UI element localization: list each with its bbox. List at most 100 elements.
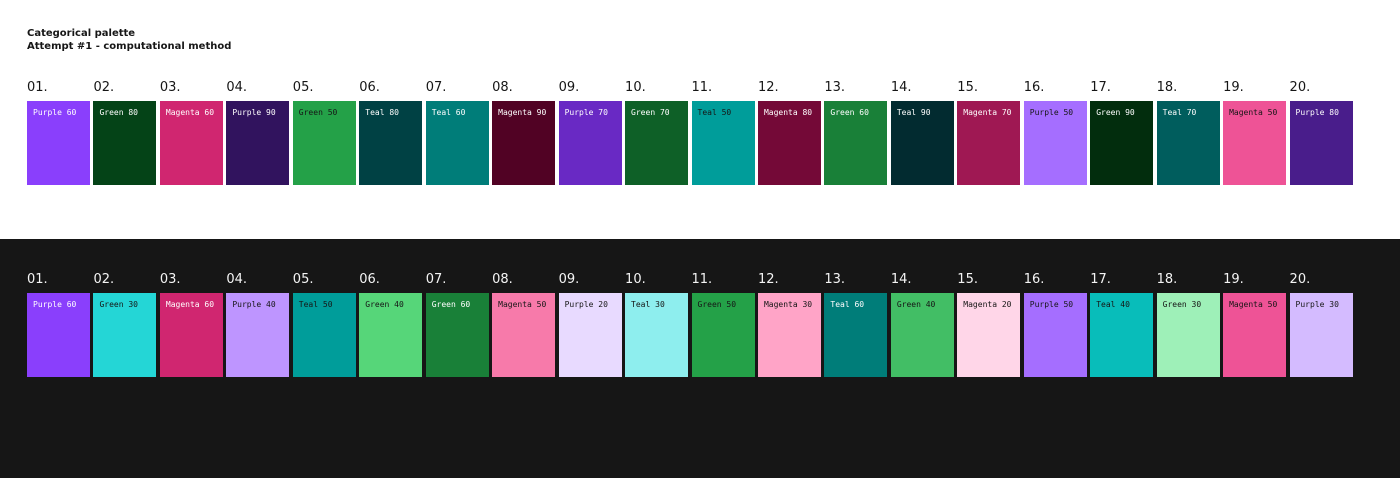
- color-swatch: Teal 50: [292, 293, 356, 377]
- color-swatch: Teal 90: [890, 101, 954, 185]
- color-swatch: Purple 20: [558, 293, 622, 377]
- subtitle: Attempt #1 - computational method: [27, 41, 232, 52]
- swatch-number: 05.: [292, 80, 314, 95]
- swatch-name: Purple 60: [33, 108, 77, 117]
- swatch-number: 14.: [890, 80, 912, 95]
- swatch-number: 12.: [757, 272, 779, 287]
- swatch-name: Green 40: [896, 300, 936, 309]
- swatch-name: Teal 30: [631, 300, 665, 309]
- color-swatch: Green 40: [890, 293, 954, 377]
- swatch-number: 18.: [1156, 272, 1178, 287]
- color-swatch: Purple 50: [1023, 101, 1087, 185]
- color-swatch: Magenta 50: [1223, 293, 1287, 377]
- swatch-name: Purple 50: [1029, 108, 1074, 117]
- swatch-number: 09.: [558, 272, 580, 287]
- color-swatch: Magenta 50: [1223, 101, 1287, 185]
- color-swatch: Purple 90: [226, 101, 290, 185]
- swatch-number: 12.: [757, 80, 779, 95]
- color-swatch: Purple 70: [558, 101, 622, 185]
- color-swatch: Teal 70: [1156, 101, 1220, 185]
- color-swatch: Green 40: [359, 293, 423, 377]
- swatch-number: 06.: [359, 272, 380, 287]
- color-swatch: Magenta 60: [159, 293, 223, 377]
- color-swatch: Purple 60: [27, 293, 90, 377]
- swatch-number: 08.: [492, 80, 513, 95]
- swatch-name: Magenta 70: [963, 108, 1012, 117]
- light-section: Categorical palette Attempt #1 - computa…: [27, 28, 1353, 185]
- color-swatch: Teal 30: [625, 293, 689, 377]
- swatch-number: 08.: [492, 272, 513, 287]
- swatch-name: Purple 60: [33, 300, 77, 309]
- swatch-number: 19.: [1223, 272, 1244, 287]
- swatch-name: Magenta 30: [763, 300, 813, 309]
- swatch-name: Teal 60: [431, 108, 466, 117]
- swatch-name: Teal 40: [1096, 300, 1130, 309]
- swatch-name: Green 30: [99, 300, 138, 309]
- swatch-name: Magenta 60: [165, 300, 215, 309]
- swatch-number: 10.: [625, 80, 646, 95]
- swatch-number: 15.: [957, 272, 978, 287]
- swatch-number: 10.: [625, 272, 646, 287]
- swatch-name: Magenta 80: [763, 108, 813, 117]
- color-swatch: Green 30: [1156, 293, 1220, 377]
- swatch-number: 19.: [1223, 80, 1244, 95]
- color-swatch: Green 70: [625, 101, 689, 185]
- swatch-number: 14.: [890, 272, 912, 287]
- color-swatch: Magenta 20: [957, 293, 1021, 377]
- color-swatch: Green 80: [93, 101, 157, 185]
- color-swatch: Teal 40: [1090, 293, 1154, 377]
- swatch-name: Magenta 60: [165, 108, 215, 117]
- swatch-number: 02.: [93, 80, 115, 95]
- color-swatch: Green 30: [93, 293, 157, 377]
- swatch-name: Green 50: [298, 108, 338, 117]
- color-swatch: Purple 30: [1289, 293, 1353, 377]
- color-swatch: Teal 60: [425, 101, 489, 185]
- swatch-number: 20.: [1289, 80, 1311, 95]
- dark-section: 01. Purple 60 02. Green 30 03. Magenta 60 04. P…: [0, 239, 1400, 478]
- swatch-number: 01.: [27, 272, 48, 287]
- color-swatch: Teal 80: [359, 101, 423, 185]
- swatch-number: 04.: [226, 272, 248, 287]
- color-swatch: Purple 80: [1289, 101, 1353, 185]
- swatch-name: Green 60: [830, 108, 869, 117]
- swatch-number: 11.: [691, 80, 713, 95]
- swatch-name: Teal 90: [896, 108, 931, 117]
- swatch-name: Magenta 20: [963, 300, 1012, 309]
- color-swatch: Green 90: [1090, 101, 1154, 185]
- swatch-number: 16.: [1023, 272, 1045, 287]
- color-swatch: Purple 50: [1023, 293, 1087, 377]
- color-swatch: Purple 40: [226, 293, 290, 377]
- swatch-name: Green 60: [431, 300, 471, 309]
- swatch-number: 03.: [159, 80, 181, 95]
- swatch-number: 07.: [425, 80, 447, 95]
- swatch-number: 06.: [359, 80, 380, 95]
- color-swatch: Purple 60: [27, 101, 90, 185]
- swatch-name: Teal 80: [365, 108, 399, 117]
- swatch-number: 17.: [1090, 272, 1111, 287]
- swatch-number: 07.: [425, 272, 447, 287]
- swatch-number: 15.: [957, 80, 978, 95]
- swatch-name: Green 80: [99, 108, 138, 117]
- swatch-number: 02.: [93, 272, 115, 287]
- swatch-name: Purple 20: [564, 300, 608, 309]
- title: Categorical palette: [27, 28, 136, 39]
- color-swatch: Magenta 50: [492, 293, 556, 377]
- swatch-name: Purple 70: [564, 108, 608, 117]
- color-swatch: Magenta 90: [492, 101, 556, 185]
- swatch-number: 11.: [691, 272, 713, 287]
- swatch-number: 18.: [1156, 80, 1178, 95]
- swatch-name: Green 70: [631, 108, 670, 117]
- swatch-number: 01.: [27, 80, 48, 95]
- swatch-name: Green 40: [365, 300, 404, 309]
- color-swatch: Magenta 70: [957, 101, 1021, 185]
- swatch-number: 04.: [226, 80, 248, 95]
- color-swatch: Green 60: [824, 101, 888, 185]
- color-swatch: Teal 50: [691, 101, 755, 185]
- swatch-name: Teal 60: [830, 300, 865, 309]
- swatch-number: 20.: [1289, 272, 1311, 287]
- swatch-number: 03.: [159, 272, 181, 287]
- swatch-name: Green 50: [697, 300, 737, 309]
- swatch-name: Purple 40: [232, 300, 276, 309]
- swatch-name: Magenta 90: [498, 108, 547, 117]
